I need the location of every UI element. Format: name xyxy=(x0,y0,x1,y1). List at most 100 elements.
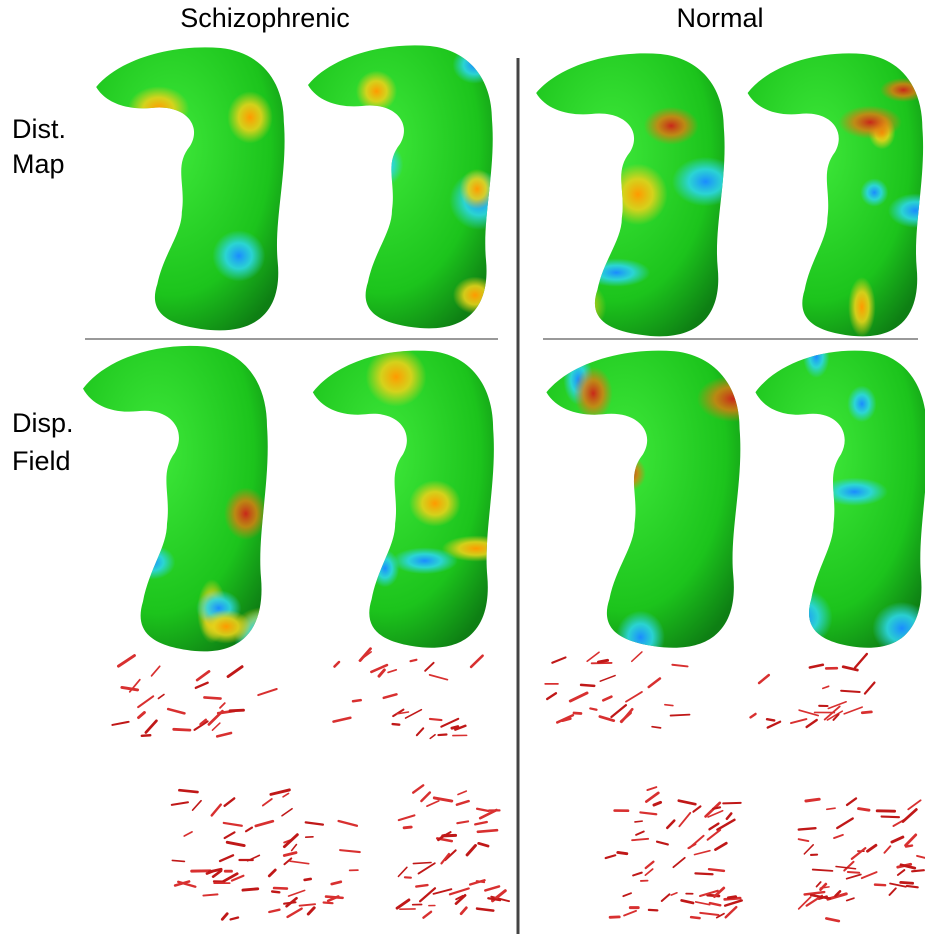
vector-arrow xyxy=(640,812,656,814)
surface-renderings xyxy=(83,45,925,672)
vector-arrow xyxy=(862,872,877,878)
vector-arrow xyxy=(300,904,315,906)
vector-arrow xyxy=(695,873,712,874)
vector-arrow xyxy=(804,845,813,854)
row-label: Disp. xyxy=(12,408,74,438)
vector-arrow xyxy=(340,850,360,852)
color-spot xyxy=(392,547,458,574)
vector-arrow xyxy=(288,909,302,917)
vector-arrow xyxy=(477,809,488,811)
vector-arrow xyxy=(726,907,737,917)
color-spot xyxy=(128,86,189,131)
vector-arrow xyxy=(197,671,209,680)
vector-arrow xyxy=(598,660,607,662)
color-spot xyxy=(538,277,606,337)
row-label: Field xyxy=(12,446,71,476)
hippocampus-surface xyxy=(546,351,769,664)
vector-arrow xyxy=(441,719,458,727)
vector-arrow xyxy=(272,892,279,893)
vector-arrow xyxy=(547,693,556,699)
color-spot xyxy=(644,107,699,145)
hippocampus-surface xyxy=(313,347,511,648)
vector-arrow xyxy=(696,902,710,905)
color-spot xyxy=(93,206,143,267)
color-spot xyxy=(338,543,378,578)
vector-arrow xyxy=(284,853,296,856)
vector-arrow xyxy=(421,793,429,801)
vector-arrow xyxy=(805,892,825,894)
color-spot xyxy=(697,375,769,422)
vector-arrow xyxy=(269,870,275,876)
vector-arrow xyxy=(305,879,311,880)
vector-arrow xyxy=(438,734,446,735)
vector-arrow xyxy=(263,799,272,806)
vector-arrow xyxy=(230,710,243,711)
vector-arrow xyxy=(671,715,690,716)
color-spot xyxy=(202,610,251,644)
vector-arrow xyxy=(461,908,466,914)
vector-arrow xyxy=(258,689,276,695)
vector-arrow xyxy=(799,828,816,829)
vector-arrow xyxy=(246,828,252,832)
vector-arrow xyxy=(193,801,201,810)
color-spot xyxy=(672,157,739,206)
vector-arrow xyxy=(622,709,633,722)
vector-arrow xyxy=(654,802,661,805)
vector-arrow xyxy=(399,815,415,820)
vector-arrow xyxy=(220,855,233,861)
vector-arrow xyxy=(865,683,875,694)
vector-arrow xyxy=(823,686,829,688)
vector-arrow xyxy=(430,675,448,680)
vector-arrow xyxy=(848,872,859,873)
vector-arrow xyxy=(184,832,192,836)
color-spot xyxy=(95,165,165,217)
color-spot xyxy=(574,367,613,421)
vector-arrow xyxy=(457,821,468,823)
vector-arrow xyxy=(647,787,656,790)
vector-arrow xyxy=(791,719,806,723)
vector-arrow xyxy=(768,722,780,728)
vector-arrow xyxy=(334,718,351,722)
color-spot xyxy=(741,198,777,252)
vector-arrow xyxy=(862,712,871,713)
color-spot xyxy=(544,154,579,181)
vector-arrow xyxy=(430,719,442,720)
vector-arrow xyxy=(112,722,128,725)
vector-arrow xyxy=(841,691,859,692)
vector-arrow xyxy=(203,894,217,895)
vector-arrow xyxy=(847,898,854,900)
vector-arrow xyxy=(416,885,427,886)
vector-arrow xyxy=(710,903,720,905)
vector-arrow xyxy=(290,861,309,863)
vector-arrow xyxy=(700,913,718,915)
hippocampus-surface xyxy=(741,53,925,337)
vector-arrow xyxy=(324,903,333,904)
vector-arrow xyxy=(671,893,677,895)
vector-arrow xyxy=(717,820,734,830)
vector-arrow xyxy=(224,823,242,826)
vector-arrow xyxy=(413,862,431,863)
vector-arrow xyxy=(723,803,740,804)
vector-arrow xyxy=(174,729,190,730)
vector-arrow xyxy=(420,888,435,901)
vector-arrow xyxy=(353,700,361,701)
surface-outline xyxy=(96,47,284,330)
figure: Schizophrenic Normal Dist. Map Disp. Fie… xyxy=(0,0,925,934)
vector-arrow xyxy=(413,785,423,792)
column-header: Normal xyxy=(676,3,763,33)
vector-arrow xyxy=(728,897,735,898)
vector-arrow xyxy=(485,886,499,890)
vector-arrow xyxy=(427,801,439,806)
vector-arrow xyxy=(393,724,400,725)
vector-arrow xyxy=(709,869,724,871)
vector-arrow xyxy=(875,885,885,886)
vector-arrow xyxy=(269,910,279,912)
color-spot xyxy=(361,142,404,187)
vector-arrow xyxy=(398,867,406,876)
color-spot xyxy=(409,480,461,526)
vector-arrow xyxy=(882,817,899,818)
vector-arrow xyxy=(859,809,869,811)
vector-arrow xyxy=(404,827,411,828)
vector-arrow xyxy=(813,870,833,871)
hippocampus-surface xyxy=(93,47,285,330)
